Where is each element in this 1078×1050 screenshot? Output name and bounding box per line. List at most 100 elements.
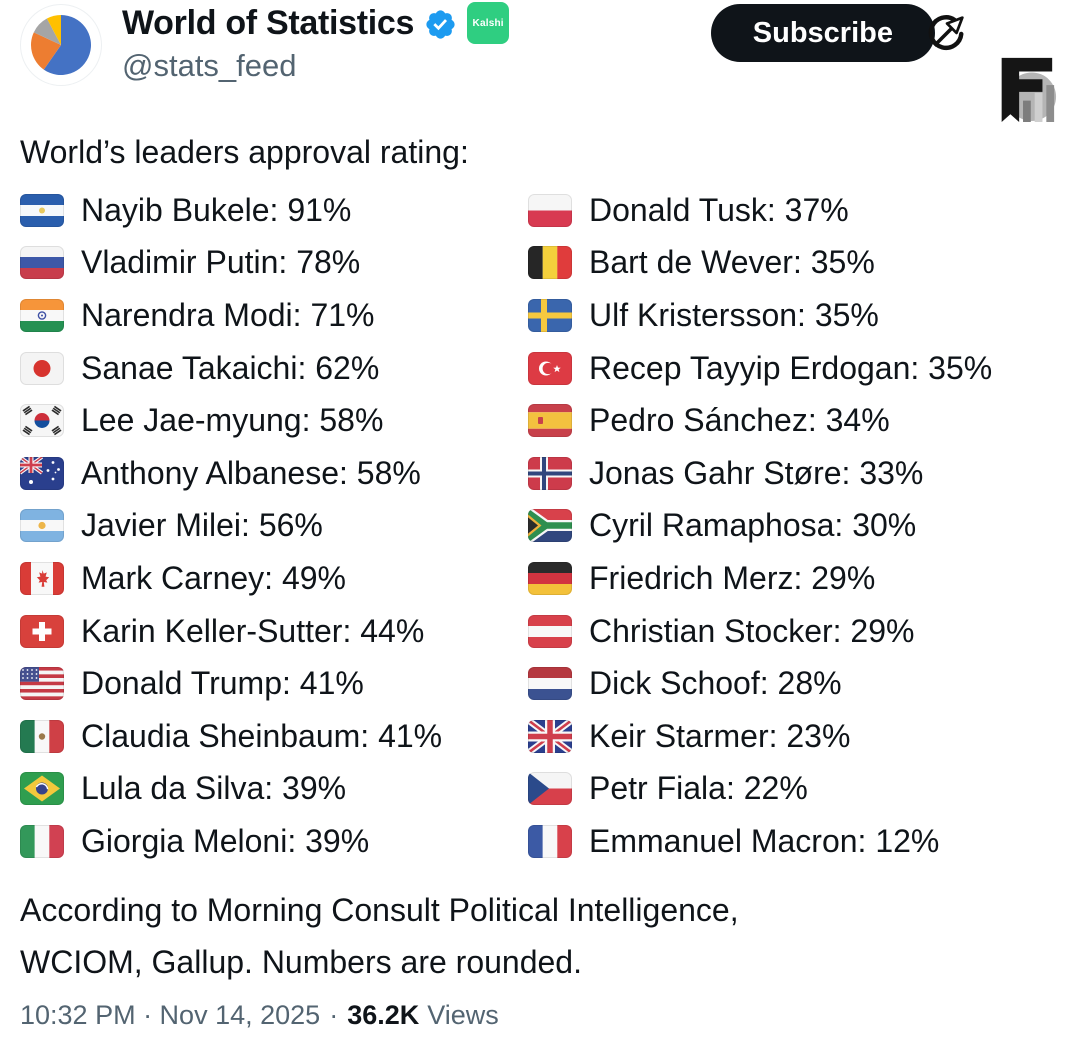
flag-mexico-icon (20, 719, 64, 753)
leader-row: Claudia Sheinbaum: 41% (20, 710, 528, 763)
leader-row: Recep Tayyip Erdogan: 35% (528, 342, 1058, 395)
views-label: Views (427, 999, 499, 1030)
leader-approval-text: Javier Milei: 56% (81, 507, 323, 544)
leader-row: Cyril Ramaphosa: 30% (528, 500, 1058, 553)
flag-spain-icon (528, 404, 572, 438)
leader-row: Ulf Kristersson: 35% (528, 289, 1058, 342)
leader-approval-text: Jonas Gahr Støre: 33% (589, 454, 924, 491)
leader-row: Anthony Albanese: 58% (20, 447, 528, 500)
flag-poland-icon (528, 193, 572, 227)
flag-usa-icon (20, 667, 64, 701)
leader-approval-text: Keir Starmer: 23% (589, 717, 851, 754)
leader-row: Friedrich Merz: 29% (528, 552, 1058, 605)
leader-approval-text: Friedrich Merz: 29% (589, 559, 876, 596)
leader-row: Donald Tusk: 37% (528, 184, 1058, 237)
leader-row: Giorgia Meloni: 39% (20, 815, 528, 868)
chart-logo-icon (1001, 57, 1057, 122)
leader-row: Lee Jae-myung: 58% (20, 394, 528, 447)
leaders-list: Nayib Bukele: 91% Vladimir Putin: 78% Nare… (20, 184, 1058, 868)
user-handle[interactable]: @stats_feed (122, 48, 297, 83)
verified-badge-icon (424, 8, 457, 41)
source-note: According to Morning Consult Political I… (20, 884, 1058, 988)
leader-approval-text: Cyril Ramaphosa: 30% (589, 507, 917, 544)
views-count: 36.2K (347, 999, 420, 1030)
leader-approval-text: Ulf Kristersson: 35% (589, 296, 879, 333)
leader-approval-text: Recep Tayyip Erdogan: 35% (589, 349, 993, 386)
leader-approval-text: Petr Fiala: 22% (589, 770, 808, 807)
leader-row: Nayib Bukele: 91% (20, 184, 528, 237)
tweet-header: World of Statistics Kalshi @stats_feed S… (20, 2, 1058, 122)
flag-switzerland-icon (20, 614, 64, 648)
flag-south-africa-icon (528, 509, 572, 543)
leader-approval-text: Pedro Sánchez: 34% (589, 402, 890, 439)
leader-approval-text: Anthony Albanese: 58% (81, 454, 421, 491)
leader-approval-text: Bart de Wever: 35% (589, 244, 875, 281)
leader-row: Dick Schoof: 28% (528, 657, 1058, 710)
meta-separator: · (329, 999, 339, 1030)
identity-block: World of Statistics Kalshi @stats_feed (122, 2, 510, 84)
leader-approval-text: Lula da Silva: 39% (81, 770, 347, 807)
compass-arrow-icon (928, 15, 964, 51)
leader-row: Pedro Sánchez: 34% (528, 394, 1058, 447)
leader-approval-text: Giorgia Meloni: 39% (81, 822, 370, 859)
flag-australia-icon (20, 456, 64, 490)
leader-row: Karin Keller-Sutter: 44% (20, 605, 528, 658)
leader-row: Lula da Silva: 39% (20, 763, 528, 816)
leader-approval-text: Donald Tusk: 37% (589, 191, 849, 228)
timestamp: 10:32 PM · Nov 14, 2025 (20, 999, 321, 1030)
flag-germany-icon (528, 561, 572, 595)
leader-row: Javier Milei: 56% (20, 500, 528, 553)
display-name[interactable]: World of Statistics (122, 3, 415, 42)
profile-avatar[interactable] (20, 4, 102, 86)
leader-approval-text: Lee Jae-myung: 58% (81, 402, 384, 439)
watermark (926, 8, 1058, 122)
flag-japan-icon (20, 351, 64, 385)
leader-approval-text: Sanae Takaichi: 62% (81, 349, 380, 386)
leader-approval-text: Mark Carney: 49% (81, 559, 346, 596)
leader-approval-text: Narendra Modi: 71% (81, 296, 375, 333)
flag-sweden-icon (528, 298, 572, 332)
flag-el-salvador-icon (20, 193, 64, 227)
affiliate-badge-kalshi[interactable]: Kalshi (467, 2, 510, 44)
leader-approval-text: Vladimir Putin: 78% (81, 244, 361, 281)
flag-netherlands-icon (528, 667, 572, 701)
flag-argentina-icon (20, 509, 64, 543)
leader-row: Bart de Wever: 35% (528, 237, 1058, 290)
flag-south-korea-icon (20, 404, 64, 438)
flag-belgium-icon (528, 246, 572, 280)
flag-czechia-icon (528, 772, 572, 806)
leader-row: Jonas Gahr Støre: 33% (528, 447, 1058, 500)
flag-uk-icon (528, 719, 572, 753)
leader-approval-text: Claudia Sheinbaum: 41% (81, 717, 443, 754)
leader-row: Donald Trump: 41% (20, 657, 528, 710)
leaders-column-left: Nayib Bukele: 91% Vladimir Putin: 78% Nare… (20, 184, 528, 868)
flag-turkey-icon (528, 351, 572, 385)
leader-approval-text: Emmanuel Macron: 12% (589, 822, 940, 859)
source-note-line: According to Morning Consult Political I… (20, 891, 739, 928)
flag-italy-icon (20, 824, 64, 858)
leader-approval-text: Nayib Bukele: 91% (81, 191, 352, 228)
tweet-text-intro: World’s leaders approval rating: (20, 134, 469, 170)
flag-india-icon (20, 298, 64, 332)
flag-brazil-icon (20, 772, 64, 806)
leader-row: Sanae Takaichi: 62% (20, 342, 528, 395)
leader-approval-text: Christian Stocker: 29% (589, 612, 915, 649)
leader-row: Narendra Modi: 71% (20, 289, 528, 342)
leader-approval-text: Dick Schoof: 28% (589, 665, 842, 702)
tweet-meta: 10:32 PM · Nov 14, 2025 · 36.2K Views (20, 1000, 1058, 1031)
flag-russia-icon (20, 246, 64, 280)
flag-canada-icon (20, 561, 64, 595)
leader-row: Keir Starmer: 23% (528, 710, 1058, 763)
leader-approval-text: Karin Keller-Sutter: 44% (81, 612, 425, 649)
flag-norway-icon (528, 456, 572, 490)
leader-row: Mark Carney: 49% (20, 552, 528, 605)
leader-row: Christian Stocker: 29% (528, 605, 1058, 658)
leaders-column-right: Donald Tusk: 37% Bart de Wever: 35% Ulf Kr… (528, 184, 1058, 868)
pie-chart-avatar-image (30, 15, 92, 75)
leader-row: Emmanuel Macron: 12% (528, 815, 1058, 868)
source-note-line: WCIOM, Gallup. Numbers are rounded. (20, 943, 582, 980)
leader-row: Vladimir Putin: 78% (20, 237, 528, 290)
flag-france-icon (528, 824, 572, 858)
subscribe-button[interactable]: Subscribe (710, 4, 935, 62)
